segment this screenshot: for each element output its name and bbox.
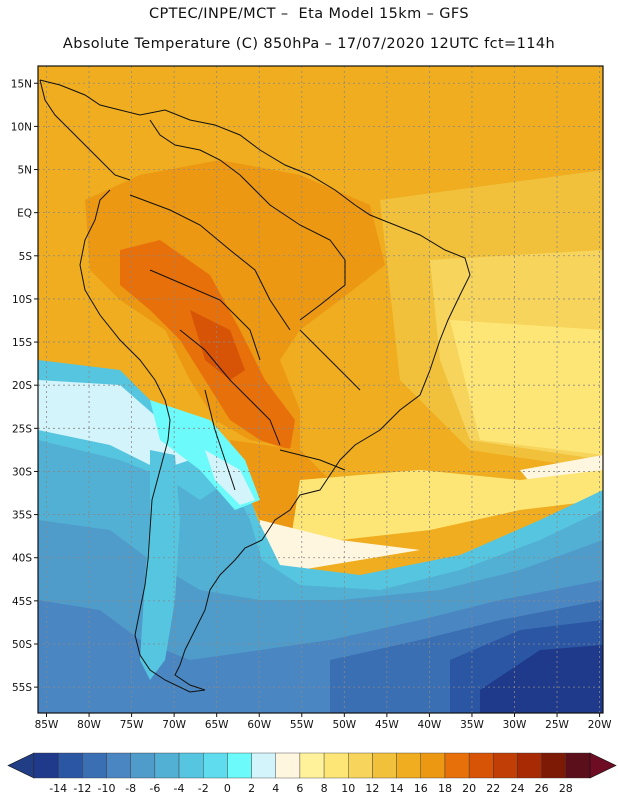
colorbar-label: 16 [414, 782, 428, 795]
map-frame [37, 65, 604, 714]
lon-label: 35W [460, 719, 484, 731]
temperature-field [38, 66, 603, 713]
colorbar-label: -2 [198, 782, 209, 795]
colorbar-swatch [493, 752, 518, 779]
lon-label: 65W [205, 719, 229, 731]
colorbar-swatch [348, 752, 373, 779]
colorbar-swatch [299, 752, 325, 779]
colorbar-label: 12 [365, 782, 379, 795]
title-line-2: Absolute Temperature (C) 850hPa – 17/07/… [62, 36, 556, 52]
colorbar-swatch [565, 752, 591, 779]
lat-label: 55S [12, 682, 32, 694]
lon-label: 20W [588, 719, 612, 731]
lat-label: 15N [11, 78, 32, 90]
colorbar-label: 22 [486, 782, 500, 795]
colorbar-label: 6 [296, 782, 303, 795]
lat-label: 40S [12, 553, 32, 565]
lat-label: 20S [12, 380, 32, 392]
colorbar-swatch [57, 752, 83, 779]
colorbar-label: -6 [149, 782, 160, 795]
lat-label: EQ [17, 208, 32, 220]
colorbar-label: -10 [98, 782, 116, 795]
colorbar-swatch [323, 752, 349, 779]
lon-label: 75W [120, 719, 144, 731]
lat-label: 10S [12, 294, 32, 306]
lon-label: 60W [247, 719, 271, 731]
colorbar-label: 0 [224, 782, 231, 795]
graticule [38, 66, 603, 713]
colorbar-swatch [130, 752, 156, 779]
colorbar-swatch [203, 752, 228, 779]
colorbar-swatch [275, 752, 301, 779]
lon-label: 30W [503, 719, 527, 731]
colorbar-label: -4 [174, 782, 185, 795]
lon-label: 70W [162, 719, 186, 731]
colorbar-label: 20 [462, 782, 476, 795]
colorbar-labels: -14 -12 -10 -8 -6 -4 -2 0 2 4 6 8 10 12 14 16 18 20 22 24 26… [49, 782, 573, 795]
lat-label: 10N [11, 121, 32, 133]
lon-label: 50W [332, 719, 356, 731]
lat-label: 5N [17, 165, 32, 177]
colorbar-swatch [420, 752, 446, 779]
colorbar-label: 2 [248, 782, 255, 795]
colorbar-label: 8 [321, 782, 328, 795]
colorbar-label: 26 [535, 782, 549, 795]
colorbar-label: -12 [73, 782, 91, 795]
lat-label: 45S [12, 596, 32, 608]
lon-label: 85W [35, 719, 59, 731]
colorbar-swatch [178, 752, 204, 779]
lat-label: 30S [12, 466, 32, 478]
lon-label: 45W [375, 719, 399, 731]
colorbar-low-arrow [7, 752, 35, 779]
colorbar-label: -8 [125, 782, 136, 795]
lat-label: 50S [12, 639, 32, 651]
colorbar-swatch [517, 752, 542, 779]
lat-label: 25S [12, 423, 32, 435]
colorbar-swatch [444, 752, 470, 779]
lon-label: 80W [77, 719, 101, 731]
colorbar-swatch [396, 752, 421, 779]
title-line-1: CPTEC/INPE/MCT – Eta Model 15km – GFS [148, 6, 470, 22]
colorbar-swatch [468, 752, 494, 779]
lat-label: 35S [12, 510, 32, 522]
colorbar [7, 752, 617, 779]
coastlines [39, 79, 471, 693]
colorbar-swatch [106, 752, 131, 779]
colorbar-swatch [33, 752, 59, 779]
colorbar-label: -14 [49, 782, 67, 795]
colorbar-swatch [251, 752, 276, 779]
colorbar-swatch [227, 752, 252, 779]
lon-label: 40W [418, 719, 442, 731]
lon-label: 25W [545, 719, 569, 731]
lat-label: 15S [12, 337, 32, 349]
colorbar-label: 14 [390, 782, 404, 795]
colorbar-label: 18 [438, 782, 452, 795]
colorbar-label: 10 [341, 782, 355, 795]
colorbar-label: 24 [510, 782, 524, 795]
colorbar-swatch [372, 752, 397, 779]
lat-label: 5S [19, 251, 33, 263]
lon-label: 55W [290, 719, 314, 731]
longitude-labels: 85W 80W 75W 70W 65W 60W 55W 50W 45W 40W 35W 30W 25W 2… [35, 713, 612, 731]
colorbar-high-arrow [589, 752, 617, 779]
colorbar-label: 28 [559, 782, 573, 795]
colorbar-swatch [154, 752, 180, 779]
colorbar-swatch [541, 752, 567, 779]
colorbar-label: 4 [272, 782, 279, 795]
latitude-labels: 15N 10N 5N EQ 5S 10S 15S 20S 25S 30S 35S 40S 45S 50S 5… [11, 78, 38, 694]
colorbar-swatch [82, 752, 107, 779]
